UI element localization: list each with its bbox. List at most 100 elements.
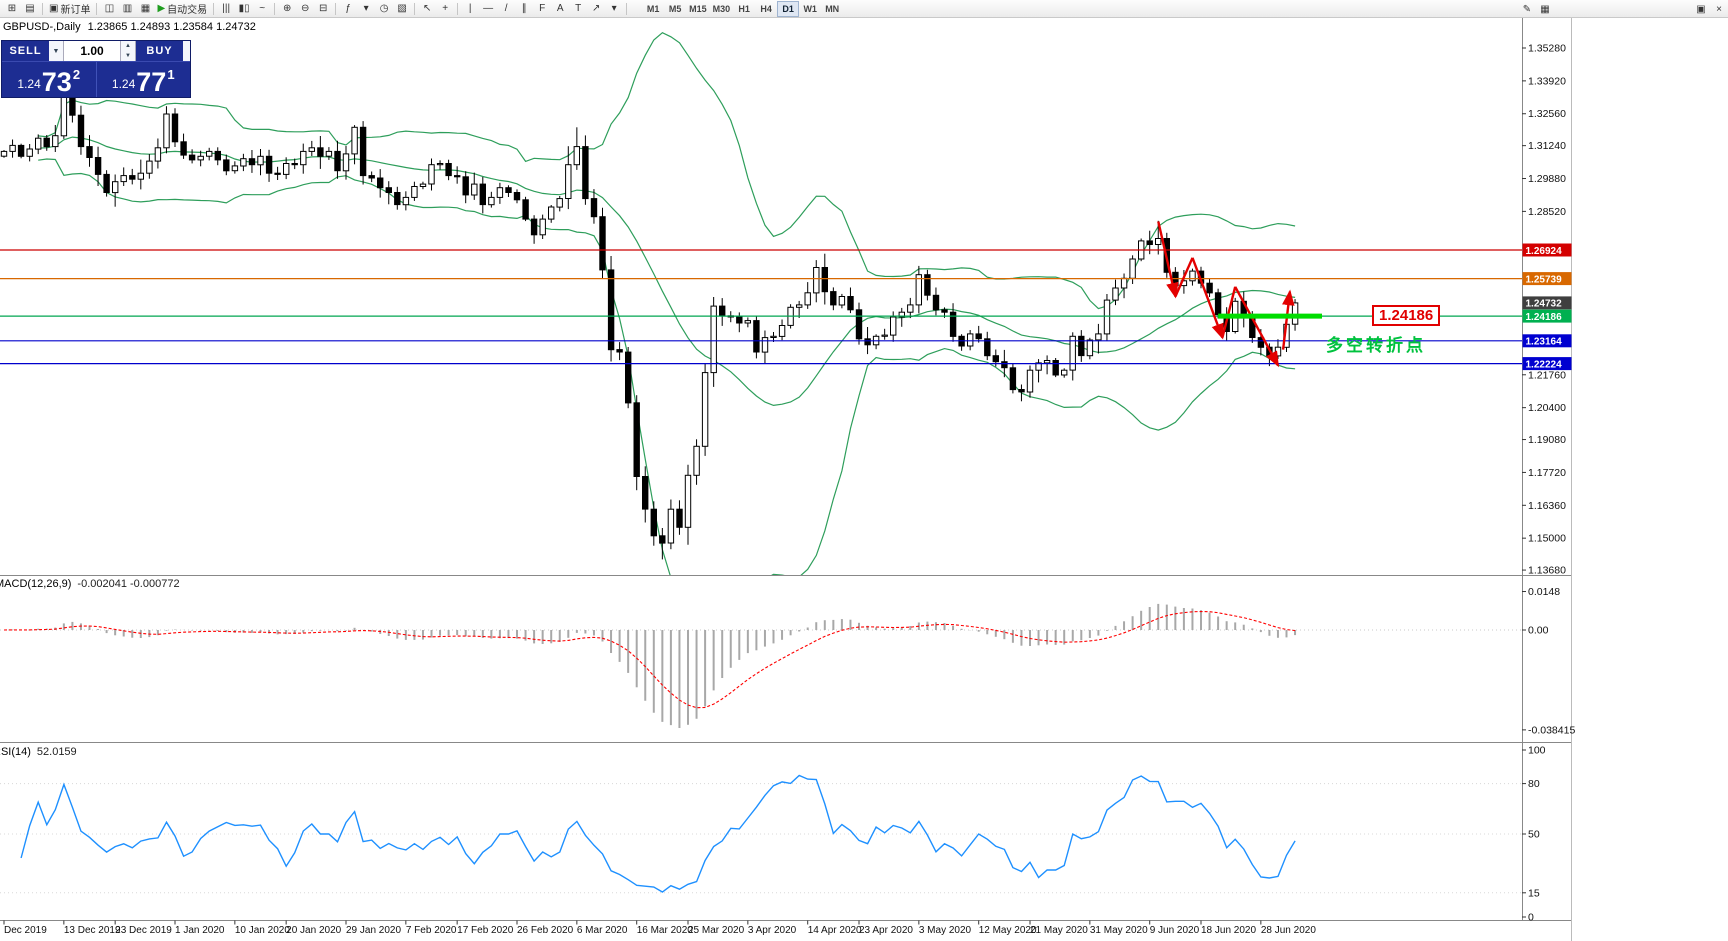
candle-body — [719, 305, 726, 317]
candle-body — [1095, 333, 1102, 341]
vertical-line-button[interactable]: | — [461, 1, 479, 17]
arrow-objects-button[interactable]: ↗ — [587, 1, 605, 17]
zoom-out-button[interactable]: ⊖ — [296, 1, 314, 17]
text-button[interactable]: A — [551, 1, 569, 17]
price-axis-label: 1.20400 — [1528, 402, 1566, 414]
timeframe-m15-button[interactable]: M15 — [686, 1, 710, 17]
lot-decrease-button[interactable]: ▼ — [121, 51, 135, 61]
rsi-value: 52.0159 — [36, 746, 77, 758]
candle-body — [471, 183, 478, 196]
sell-price[interactable]: 1.24 73 2 — [2, 62, 96, 97]
rsi-indicator — [0, 774, 1522, 894]
candle-body — [1291, 302, 1299, 325]
navigator-button[interactable]: ▥ — [118, 1, 136, 17]
cursor-button[interactable]: ↖ — [418, 1, 436, 17]
candle-body — [60, 95, 68, 137]
candlestick-chart-mode-button[interactable]: ▮▯ — [235, 1, 253, 17]
bollinger-middle-band — [38, 136, 1296, 407]
candle-body — [1206, 282, 1213, 294]
terminal-button[interactable]: ▦ — [136, 1, 154, 17]
trend-zigzag-segment[interactable] — [1157, 221, 1179, 299]
sell-button[interactable]: SELL — [2, 41, 49, 61]
macd-axis-label: 0.0148 — [1528, 586, 1560, 598]
timeframe-m1-button[interactable]: M1 — [642, 1, 664, 17]
candle-body — [830, 291, 837, 306]
candle-body — [342, 153, 350, 172]
profiles-button[interactable]: ▤ — [21, 1, 39, 17]
candle-body — [1257, 337, 1265, 348]
candle-body — [9, 144, 16, 152]
horizontal-line-button[interactable]: — — [479, 1, 497, 17]
edit-objects-button[interactable]: ✎ — [1518, 1, 1536, 17]
candle-body — [26, 148, 33, 157]
buy-button[interactable]: BUY — [136, 41, 183, 61]
layout-grid-button[interactable]: ▦ — [1536, 1, 1554, 17]
timeframe-m30-button[interactable]: M30 — [710, 1, 734, 17]
drawing-annotations[interactable] — [1157, 221, 1322, 368]
timeframe-d1-button[interactable]: D1 — [777, 0, 800, 17]
window-restore-button[interactable]: ▣ — [1692, 1, 1710, 17]
support-price-label[interactable]: 1.24186 — [1372, 305, 1441, 326]
zoom-in-button[interactable]: ⊕ — [278, 1, 296, 17]
sell-price-small: 1.24 — [17, 77, 41, 91]
candle-body — [1026, 369, 1034, 393]
horizontal-level-lines[interactable] — [0, 249, 1522, 365]
equidistant-channel-button[interactable]: ∥ — [515, 1, 533, 17]
candle-body — [821, 267, 828, 293]
time-axis-label: 16 Mar 2020 — [637, 925, 694, 936]
indicators-button[interactable]: ƒ — [339, 1, 357, 17]
templates-button[interactable]: ▧ — [393, 1, 411, 17]
candle-body — [445, 163, 452, 177]
lot-size-input[interactable] — [64, 41, 120, 61]
new-chart-button[interactable]: ⊞ — [3, 1, 21, 17]
time-axis-label: 28 Jun 2020 — [1261, 925, 1316, 936]
market-watch-button[interactable]: ◫ — [100, 1, 118, 17]
timeframe-h1-button[interactable]: H1 — [733, 1, 755, 17]
timeframe-h4-button[interactable]: H4 — [755, 1, 777, 17]
terminal-icon: ▦ — [140, 2, 151, 14]
up-arrow-annotation[interactable] — [1281, 289, 1295, 350]
text-label-button[interactable]: T — [569, 1, 587, 17]
candle-body — [206, 150, 213, 157]
trend-zigzag-segment[interactable] — [1191, 257, 1224, 340]
trend-zigzag-segment[interactable] — [1234, 286, 1280, 368]
bar-chart-mode-button[interactable]: ||| — [217, 1, 235, 17]
timeframe-m5-button[interactable]: M5 — [664, 1, 686, 17]
tile-windows-button[interactable]: ⊟ — [314, 1, 332, 17]
turning-point-note[interactable]: 多空转折点 — [1326, 336, 1426, 355]
horizontal-line-icon: — — [483, 2, 494, 14]
price-tag-1.24732 — [1522, 296, 1572, 310]
crosshair-button[interactable]: + — [436, 1, 454, 17]
candle-body — [17, 144, 25, 157]
trend-zigzag-segment[interactable] — [1174, 257, 1194, 297]
trend-zigzag-segment[interactable] — [1221, 286, 1237, 338]
autotrading-label: 自动交易 — [167, 5, 208, 16]
rsi-name: RSI(14) — [0, 746, 31, 758]
timeframe-mn-button[interactable]: MN — [821, 1, 843, 17]
order-type-dropdown[interactable]: ▼ — [49, 41, 64, 61]
new-order-button[interactable]: ▣ 新订单 — [46, 1, 93, 17]
trendline-button[interactable]: / — [497, 1, 515, 17]
candle-body — [154, 147, 162, 162]
chart-axes[interactable]: 1.35280 1.33920 1.32560 1.31240 1.29880 1.285… — [0, 17, 1575, 941]
fibonacci-button[interactable]: F — [533, 1, 551, 17]
indicators-dropdown-button[interactable]: ▾ — [357, 1, 375, 17]
periods-button[interactable]: ◷ — [375, 1, 393, 17]
window-close-button[interactable]: × — [1710, 1, 1728, 17]
buy-price[interactable]: 1.24 77 1 — [97, 62, 191, 97]
candle-body — [744, 320, 751, 324]
price-axis-label: 1.21760 — [1528, 369, 1566, 381]
indicators-icon: ƒ — [345, 2, 351, 14]
candle-body — [1189, 270, 1196, 282]
bollinger-bands — [38, 31, 1296, 575]
time-axis-label: 1 Jan 2020 — [175, 925, 225, 936]
objects-dropdown-button[interactable]: ▾ — [605, 1, 623, 17]
timeframe-w1-button[interactable]: W1 — [799, 1, 821, 17]
line-chart-mode-button[interactable]: ~ — [253, 1, 271, 17]
macd-indicator — [0, 603, 1522, 728]
autotrading-button[interactable]: ▶ 自动交易 — [154, 1, 210, 17]
order-entry-row: SELL ▼ ▲ ▼ BUY — [2, 41, 190, 61]
lot-increase-button[interactable]: ▲ — [121, 41, 135, 51]
